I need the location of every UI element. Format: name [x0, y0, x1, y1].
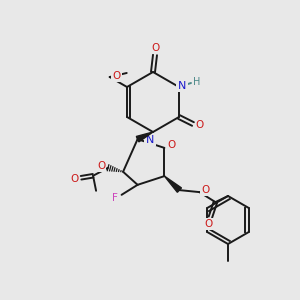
Polygon shape: [164, 176, 182, 192]
Text: H: H: [193, 77, 201, 87]
Text: O: O: [167, 140, 175, 150]
Text: O: O: [196, 120, 204, 130]
Text: O: O: [70, 174, 78, 184]
Text: N: N: [178, 81, 186, 91]
Text: O: O: [204, 219, 212, 229]
Text: F: F: [112, 193, 118, 203]
Text: N: N: [146, 135, 154, 145]
Text: O: O: [201, 185, 209, 195]
Text: O: O: [152, 43, 160, 53]
Text: O: O: [112, 71, 121, 81]
Text: O: O: [97, 161, 105, 171]
Polygon shape: [136, 132, 153, 142]
